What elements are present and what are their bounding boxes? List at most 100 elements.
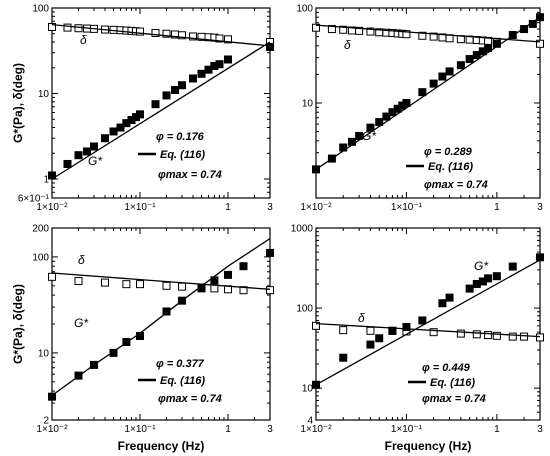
y-tick-label: 1000 — [291, 224, 314, 235]
g-series-label: G* — [474, 259, 488, 273]
y-axis-label: G*(Pa), δ(deg) — [11, 284, 25, 364]
g-star-point — [465, 55, 474, 64]
legend-eq-label: Eq. (116) — [160, 149, 205, 161]
delta-point — [472, 330, 481, 339]
y-tick-label: 100 — [296, 304, 313, 315]
x-tick-label: 1×10⁻² — [300, 202, 332, 213]
delta-point — [429, 32, 438, 41]
delta-point — [188, 32, 197, 41]
g-star-point — [445, 67, 454, 76]
g-star-point — [224, 55, 233, 64]
g-star-point — [388, 326, 397, 335]
y-tick-label: 100 — [296, 4, 313, 15]
delta-point — [177, 282, 186, 291]
delta-point — [339, 326, 348, 335]
g-star-point — [83, 147, 92, 156]
x-tick-label: 1×10⁻² — [36, 202, 68, 213]
model-line — [51, 23, 271, 47]
delta-point — [536, 39, 544, 48]
x-tick-label: 1×10⁻² — [300, 424, 332, 435]
g-star-point — [171, 85, 180, 94]
x-tick-label: 1×10⁻¹ — [124, 202, 156, 213]
delta-point — [402, 30, 411, 39]
delta-point — [162, 29, 171, 38]
g-star-point — [508, 262, 517, 271]
chart-panel-top-left: 1×10⁻² 1×10⁻¹ 1 3 6×10⁻¹ 1 10 100 G*(Pa), δ(deg)… — [11, 4, 274, 213]
g-star-point — [151, 100, 160, 109]
g-series-label: G* — [88, 154, 102, 168]
g-star-point — [465, 284, 474, 293]
g-star-point — [438, 72, 447, 81]
g-star-point — [484, 43, 493, 52]
plot-frame — [315, 227, 541, 421]
phimax-annotation: φmax = 0.74 — [422, 393, 486, 405]
y-tick-label: 10 — [302, 99, 314, 110]
g-star-point — [445, 293, 454, 302]
g-star-point — [429, 79, 438, 88]
delta-point — [74, 24, 83, 33]
delta-point — [312, 321, 320, 330]
g-star-point — [89, 142, 98, 151]
g-star-point — [456, 61, 465, 70]
g-star-point — [312, 165, 320, 174]
g-star-point — [402, 323, 411, 332]
phimax-annotation: φmax = 0.74 — [158, 169, 222, 181]
chart-panel-bottom-left: 1×10⁻² 1×10⁻¹ 1 3 2 10 100 200 Frequency (Hz) G*(… — [11, 224, 274, 453]
delta-point — [327, 25, 336, 34]
x-tick-label: 1×10⁻¹ — [391, 424, 423, 435]
g-star-point — [418, 88, 427, 97]
g-star-point — [438, 299, 447, 308]
legend-eq-label: Eq. (116) — [428, 161, 473, 173]
delta-point — [418, 31, 427, 40]
g-star-point — [239, 262, 248, 271]
delta-point — [162, 281, 171, 290]
g-star-point — [116, 123, 125, 132]
delta-point — [266, 286, 274, 295]
delta-point — [74, 277, 83, 286]
g-star-point — [266, 42, 274, 51]
g-star-point — [312, 380, 320, 389]
g-star-point — [375, 334, 384, 343]
g-star-point — [339, 353, 348, 362]
legend-eq-label: Eq. (116) — [430, 377, 475, 389]
phimax-annotation: φmax = 0.74 — [424, 179, 488, 191]
delta-point — [339, 25, 348, 34]
delta-point — [224, 35, 233, 44]
x-tick-label: 1 — [225, 202, 231, 213]
g-star-point — [177, 81, 186, 90]
x-tick-label: 1 — [494, 202, 500, 213]
g-series-label: G* — [362, 129, 376, 143]
delta-series-label: δ — [80, 33, 87, 47]
delta-point — [48, 22, 56, 31]
g-star-point — [484, 274, 493, 283]
model-line — [315, 16, 541, 170]
y-tick-label: 200 — [32, 224, 49, 235]
model-line — [51, 238, 271, 397]
delta-point — [536, 333, 544, 342]
g-series-label: G* — [74, 316, 88, 330]
model-line — [51, 272, 271, 290]
delta-point — [508, 332, 517, 341]
phimax-annotation: φmax = 0.74 — [158, 393, 222, 405]
delta-point — [48, 272, 56, 281]
phi-annotation: φ = 0.449 — [422, 362, 471, 374]
y-tick-label: 10 — [38, 89, 50, 100]
g-star-point — [109, 348, 118, 357]
x-tick-label: 1×10⁻¹ — [391, 202, 423, 213]
delta-point — [215, 34, 224, 43]
phi-annotation: φ = 0.176 — [156, 131, 205, 143]
y-tick-label: 100 — [32, 252, 49, 263]
phi-annotation: φ = 0.289 — [424, 146, 473, 158]
g-star-point — [162, 91, 171, 100]
g-star-point — [63, 159, 72, 168]
delta-point — [366, 27, 375, 36]
y-tick-label: 100 — [32, 4, 49, 15]
delta-series-label: δ — [78, 253, 85, 267]
x-tick-label: 1×10⁻² — [36, 424, 68, 435]
y-tick-label: 10 — [38, 348, 50, 359]
delta-series-label: δ — [358, 311, 365, 325]
chart-panel-bottom-right: 1×10⁻² 1×10⁻¹ 1 3 4 10 100 1000 Frequency (Hz) φ … — [291, 224, 544, 453]
delta-point — [520, 332, 529, 341]
x-axis-label: Frequency (Hz) — [385, 439, 472, 453]
delta-point — [366, 326, 375, 335]
